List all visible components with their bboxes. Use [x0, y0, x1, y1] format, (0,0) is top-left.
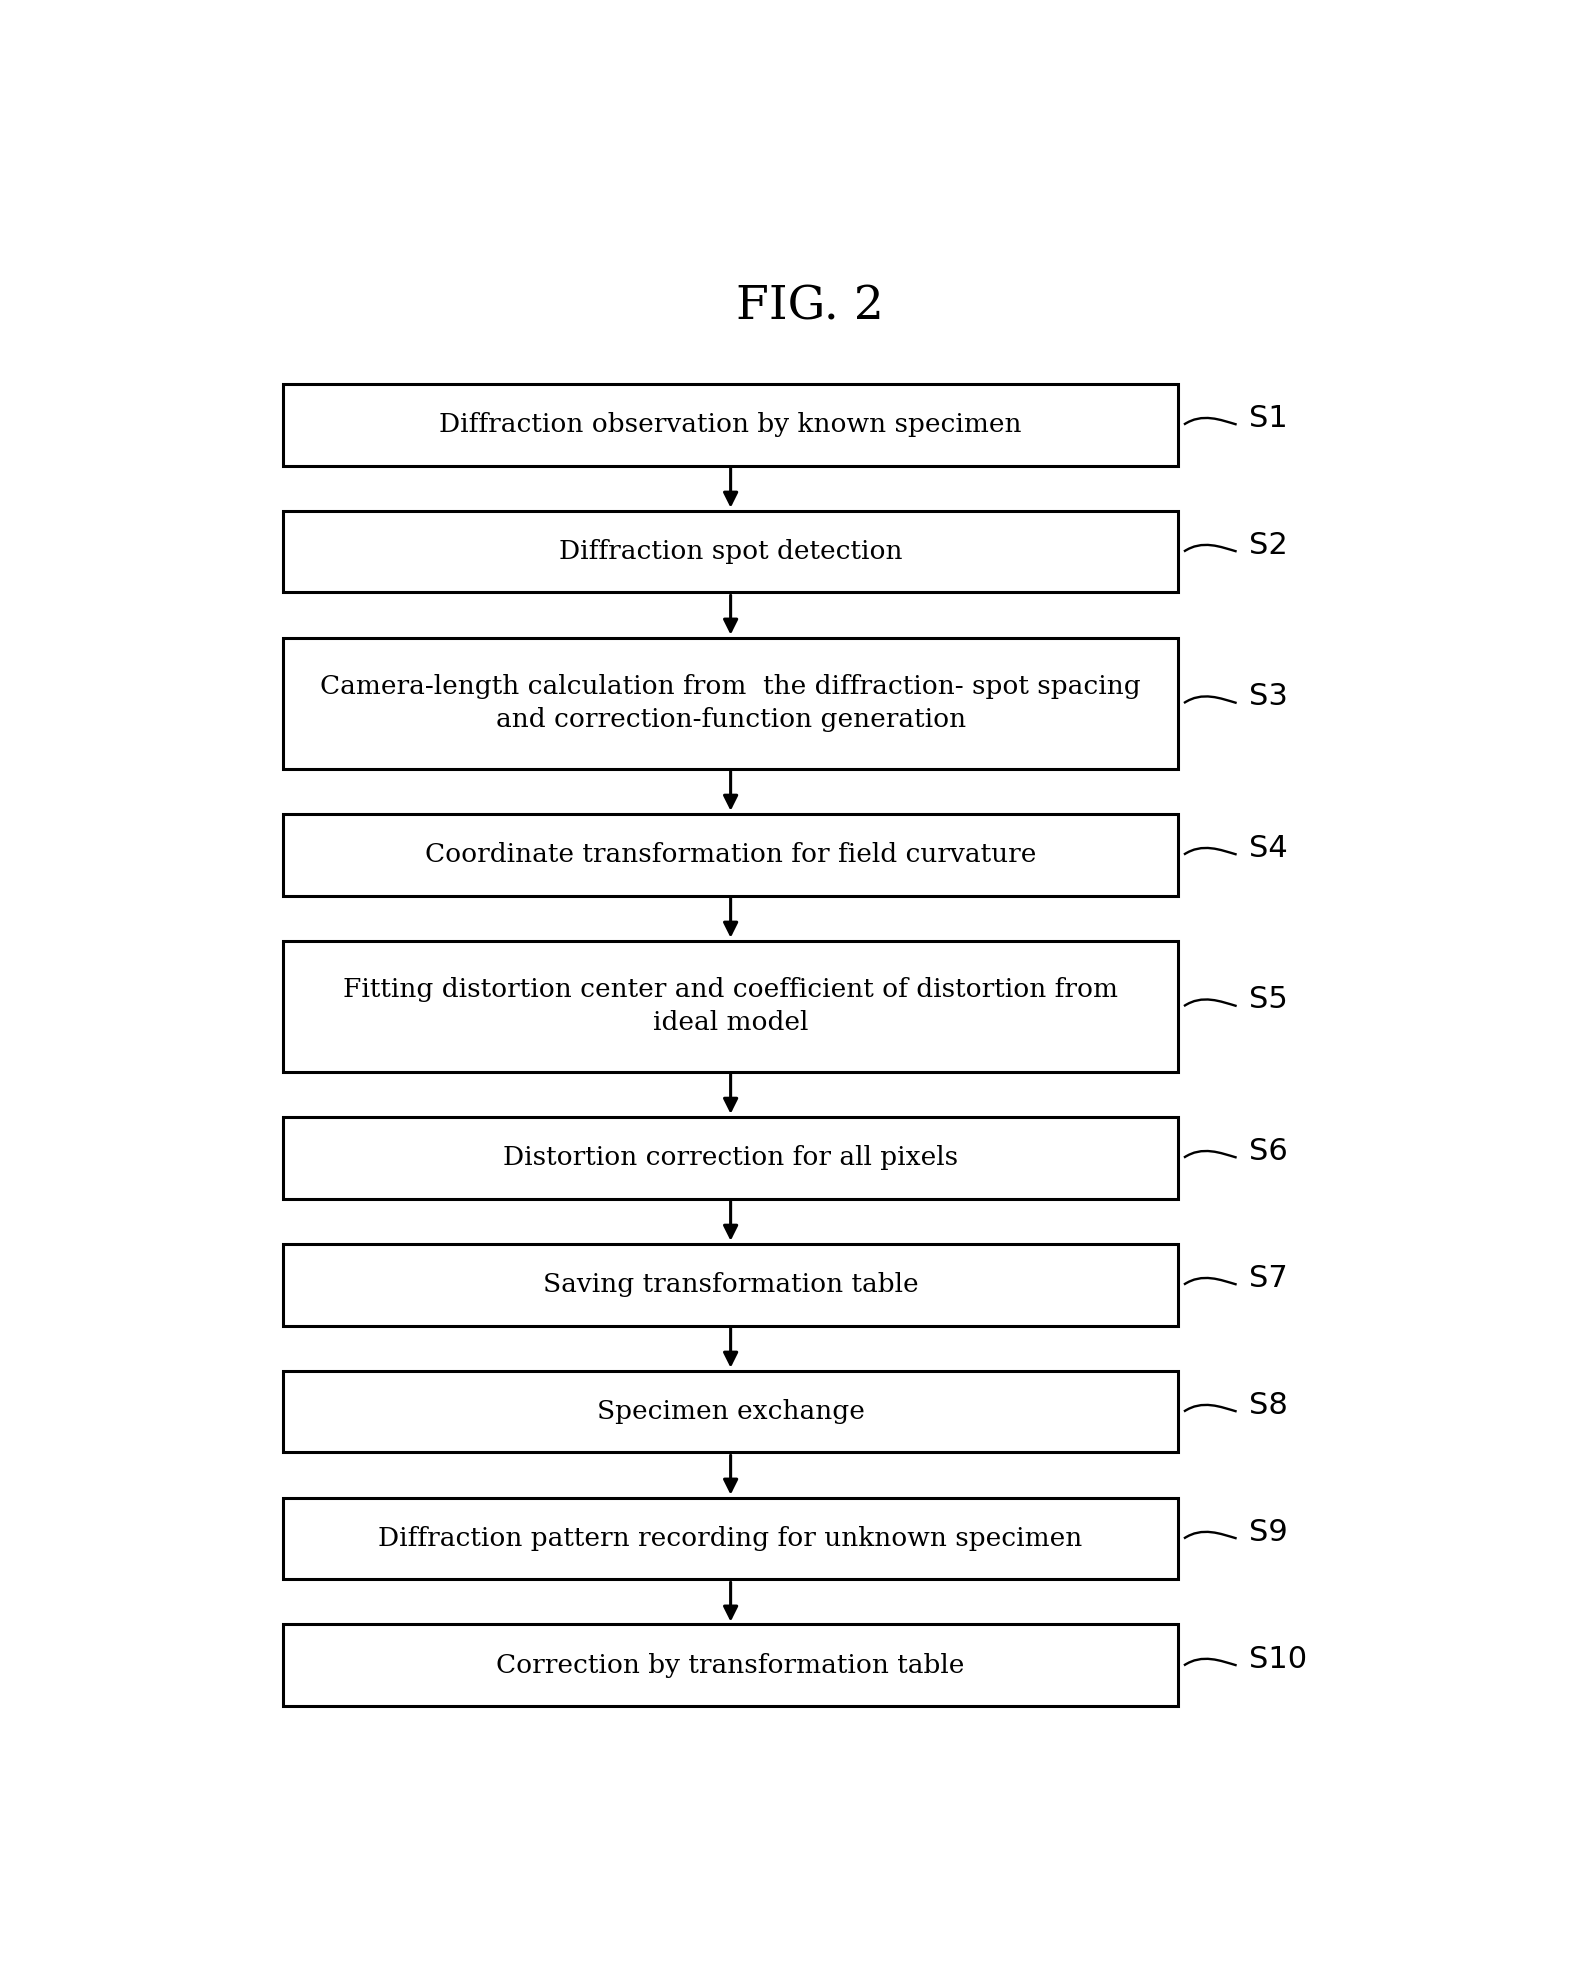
Bar [283, 1116, 1178, 1200]
Text: S1: S1 [1249, 403, 1287, 433]
Text: S6: S6 [1249, 1138, 1287, 1166]
Text: Coordinate transformation for field curvature: Coordinate transformation for field curv… [425, 842, 1036, 868]
Text: Diffraction observation by known specimen: Diffraction observation by known specime… [440, 411, 1021, 437]
Text: Diffraction pattern recording for unknown specimen: Diffraction pattern recording for unknow… [378, 1525, 1083, 1551]
Bar [283, 1497, 1178, 1579]
Text: S8: S8 [1249, 1390, 1289, 1420]
Text: Fitting distortion center and coefficient of distortion from
ideal model: Fitting distortion center and coefficien… [343, 977, 1118, 1035]
Bar [283, 1370, 1178, 1452]
Text: S9: S9 [1249, 1517, 1287, 1547]
Bar [283, 638, 1178, 769]
Bar [283, 1243, 1178, 1325]
Bar [283, 941, 1178, 1072]
Bar [283, 510, 1178, 592]
Text: Distortion correction for all pixels: Distortion correction for all pixels [503, 1146, 958, 1170]
Bar [283, 814, 1178, 896]
Text: Diffraction spot detection: Diffraction spot detection [558, 538, 903, 564]
Text: FIG. 2: FIG. 2 [737, 284, 884, 330]
Text: S4: S4 [1249, 834, 1287, 864]
Text: S2: S2 [1249, 530, 1287, 560]
Text: S3: S3 [1249, 683, 1289, 711]
Text: Correction by transformation table: Correction by transformation table [496, 1652, 964, 1678]
Bar [283, 1625, 1178, 1706]
Text: S10: S10 [1249, 1644, 1307, 1674]
Text: S7: S7 [1249, 1263, 1287, 1293]
Text: Specimen exchange: Specimen exchange [596, 1398, 865, 1424]
Text: S5: S5 [1249, 985, 1287, 1015]
Bar [283, 383, 1178, 465]
Text: Saving transformation table: Saving transformation table [542, 1273, 919, 1297]
Text: Camera-length calculation from  the diffraction- spot spacing
and correction-fun: Camera-length calculation from the diffr… [321, 673, 1141, 733]
